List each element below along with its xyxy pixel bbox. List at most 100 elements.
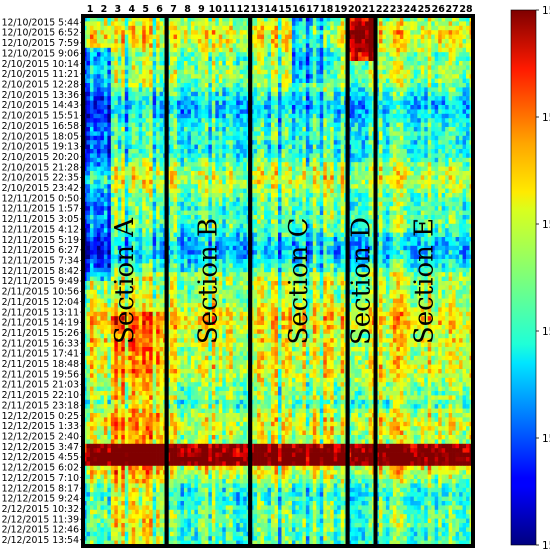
- heatmap-cell: [121, 206, 126, 211]
- heatmap-cell: [180, 122, 185, 128]
- heatmap-cell: [170, 56, 174, 62]
- heatmap-cell: [149, 210, 153, 216]
- heatmap-cell: [253, 87, 258, 93]
- heatmap-cell: [145, 21, 150, 27]
- heatmap-cell: [271, 162, 275, 167]
- heatmap-cell: [103, 193, 108, 198]
- heatmap-cell: [291, 105, 296, 110]
- heatmap-cell: [159, 166, 164, 172]
- heatmap-cell: [131, 34, 136, 40]
- heatmap-cell: [281, 157, 286, 163]
- heatmap-cell: [170, 96, 174, 101]
- heatmap-cell: [427, 201, 432, 207]
- heatmap-cell: [170, 21, 174, 27]
- heatmap-cell: [170, 30, 174, 35]
- heatmap-cell: [434, 78, 439, 84]
- heatmap-cell: [243, 34, 248, 40]
- heatmap-cell: [354, 39, 359, 44]
- heatmap-cell: [333, 100, 338, 106]
- heatmap-cell: [201, 25, 206, 31]
- heatmap-cell: [358, 25, 362, 31]
- heatmap-cell: [121, 197, 126, 203]
- heatmap-cell: [392, 118, 397, 123]
- heatmap-cell: [253, 78, 258, 84]
- heatmap-cell: [180, 61, 185, 66]
- heatmap-cell: [368, 166, 373, 172]
- heatmap-cell: [149, 109, 153, 115]
- heatmap-cell: [326, 188, 331, 194]
- heatmap-cell: [145, 65, 150, 71]
- heatmap-cell: [159, 43, 164, 49]
- heatmap-cell: [459, 197, 463, 203]
- heatmap-cell: [253, 193, 258, 198]
- heatmap-cell: [316, 30, 321, 35]
- heatmap-cell: [183, 91, 188, 97]
- heatmap-cell: [131, 25, 136, 31]
- heatmap-cell: [403, 179, 408, 185]
- heatmap-cell: [302, 149, 307, 154]
- heatmap-cell: [211, 87, 216, 93]
- heatmap-cell: [434, 193, 439, 198]
- heatmap-cell: [459, 193, 463, 198]
- heatmap-cell: [86, 56, 91, 62]
- heatmap-cell: [183, 166, 188, 172]
- heatmap-cell: [278, 87, 282, 93]
- heatmap-cell: [305, 17, 310, 22]
- heatmap-cell: [309, 118, 314, 123]
- heatmap-cell: [253, 140, 258, 145]
- heatmap-cell: [145, 210, 150, 216]
- heatmap-cell: [131, 52, 136, 57]
- heatmap-cell: [452, 127, 456, 132]
- heatmap-cell: [298, 153, 303, 159]
- heatmap-cell: [298, 113, 303, 119]
- heatmap-cell: [291, 140, 296, 145]
- heatmap-cell: [267, 122, 272, 128]
- heatmap-cell: [448, 91, 453, 97]
- heatmap-cell: [96, 144, 101, 150]
- heatmap-cell: [236, 87, 241, 93]
- heatmap-cell: [267, 43, 272, 49]
- heatmap-cell: [330, 96, 335, 101]
- heatmap-cell: [438, 17, 443, 22]
- heatmap-cell: [93, 78, 98, 84]
- heatmap-cell: [420, 69, 425, 75]
- heatmap-cell: [330, 131, 335, 137]
- heatmap-cell: [190, 162, 195, 167]
- heatmap-cell: [138, 91, 143, 97]
- heatmap-cell: [236, 157, 241, 163]
- heatmap-cell: [354, 83, 359, 88]
- heatmap-cell: [260, 206, 265, 211]
- heatmap-cell: [156, 144, 160, 150]
- heatmap-cell: [194, 52, 199, 57]
- heatmap-cell: [389, 43, 394, 49]
- heatmap-cell: [232, 78, 237, 84]
- heatmap-cell: [284, 166, 289, 172]
- heatmap-cell: [222, 17, 227, 22]
- heatmap-cell: [462, 206, 467, 211]
- heatmap-cell: [288, 52, 293, 57]
- heatmap-cell: [243, 52, 248, 57]
- heatmap-cell: [236, 61, 241, 66]
- heatmap-cell: [204, 166, 209, 172]
- heatmap-cell: [378, 21, 383, 27]
- heatmap-cell: [295, 69, 300, 75]
- heatmap-cell: [232, 171, 237, 176]
- heatmap-cell: [110, 105, 115, 110]
- heatmap-cell: [211, 118, 216, 123]
- heatmap-cell: [337, 109, 342, 115]
- heatmap-cell: [264, 109, 268, 115]
- heatmap-cell: [253, 74, 258, 79]
- heatmap-cell: [382, 135, 387, 141]
- heatmap-cell: [459, 56, 463, 62]
- heatmap-cell: [170, 197, 174, 203]
- heatmap-cell: [229, 100, 234, 106]
- heatmap-cell: [302, 96, 307, 101]
- heatmap-cell: [173, 162, 178, 167]
- heatmap-cell: [156, 109, 160, 115]
- heatmap-cell: [222, 171, 227, 176]
- heatmap-cell: [208, 21, 213, 27]
- heatmap-cell: [131, 105, 136, 110]
- heatmap-cell: [316, 105, 321, 110]
- heatmap-cell: [173, 118, 178, 123]
- heatmap-cell: [302, 87, 307, 93]
